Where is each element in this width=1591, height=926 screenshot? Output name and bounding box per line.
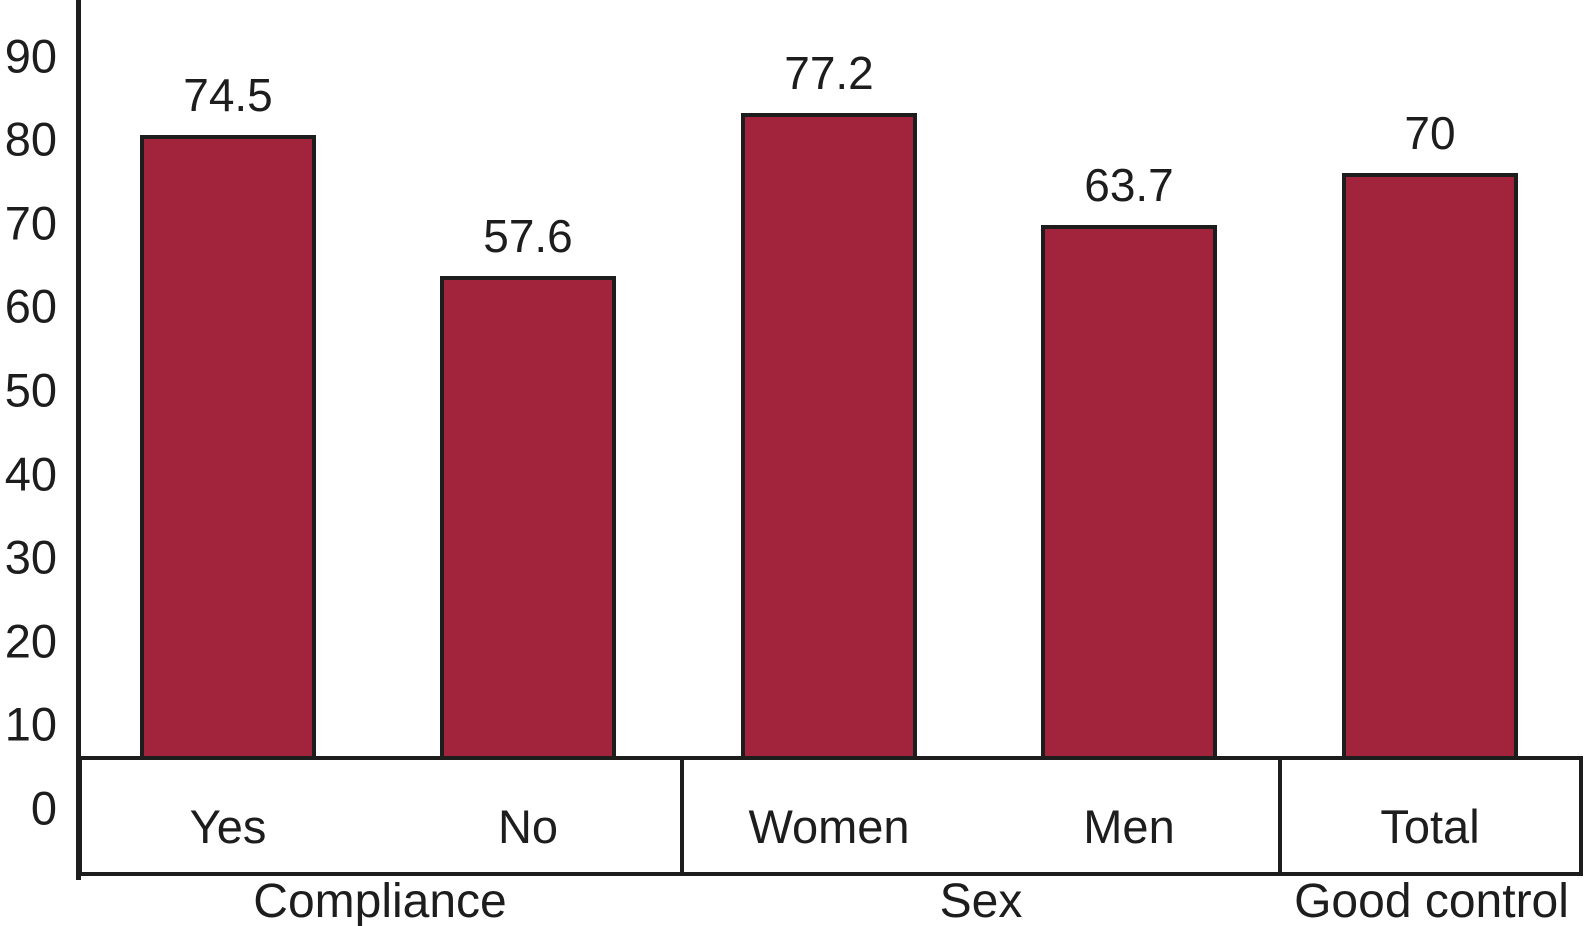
y-tick-label: 60 bbox=[4, 279, 57, 333]
bar bbox=[1342, 173, 1518, 760]
y-tick-label: 70 bbox=[4, 196, 57, 250]
y-tick-label: 80 bbox=[4, 112, 57, 166]
y-tick-label: 40 bbox=[4, 447, 57, 501]
category-label: Men bbox=[1083, 799, 1175, 853]
bar-value-label: 57.6 bbox=[483, 210, 573, 262]
category-label: Total bbox=[1380, 799, 1480, 853]
bar bbox=[1041, 225, 1217, 760]
y-tick-label: 50 bbox=[4, 363, 57, 417]
category-label: Women bbox=[748, 799, 910, 853]
bar-value-label: 63.7 bbox=[1084, 159, 1174, 211]
group-label: Sex bbox=[939, 875, 1023, 926]
bar-value-label: 74.5 bbox=[183, 69, 273, 121]
bar-value-label: 70 bbox=[1404, 107, 1456, 159]
y-axis-line bbox=[76, 0, 81, 880]
bar-value-label: 77.2 bbox=[784, 47, 874, 99]
group-label: Compliance bbox=[253, 875, 507, 926]
category-band-divider bbox=[1278, 756, 1282, 876]
category-label: No bbox=[497, 799, 559, 853]
bar bbox=[440, 276, 616, 760]
y-tick-label: 0 bbox=[30, 781, 57, 835]
category-label: Yes bbox=[189, 799, 267, 853]
bar bbox=[140, 135, 316, 760]
y-tick-label: 10 bbox=[4, 697, 57, 751]
y-tick-label: 20 bbox=[4, 614, 57, 668]
bar bbox=[741, 113, 917, 760]
category-band-divider bbox=[680, 756, 684, 876]
group-label: Good control bbox=[1294, 875, 1569, 926]
y-tick-label: 90 bbox=[4, 29, 57, 83]
y-tick-label: 30 bbox=[4, 530, 57, 584]
